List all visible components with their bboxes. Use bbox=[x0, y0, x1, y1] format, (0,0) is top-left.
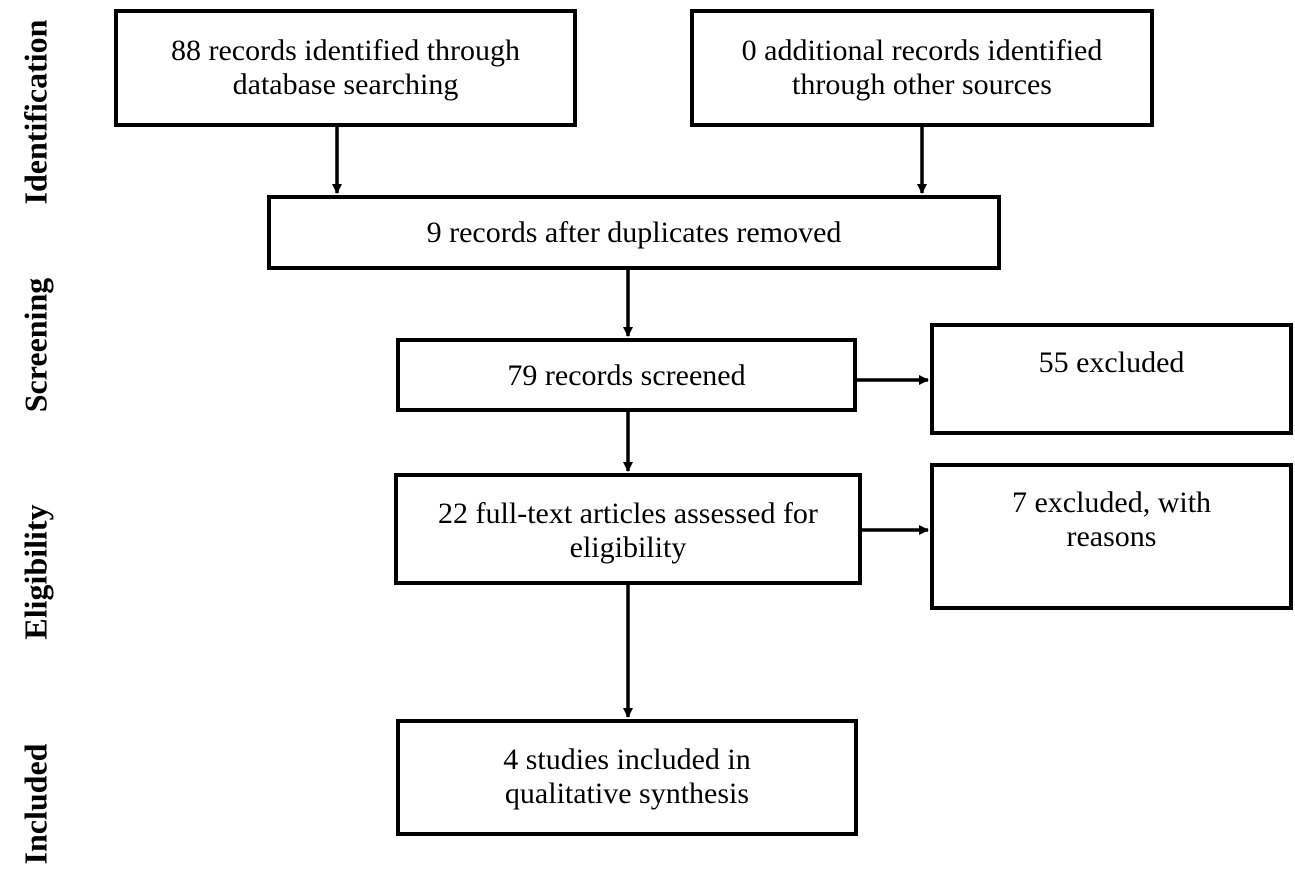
full-text-line1: 22 full-text articles assessed for bbox=[438, 497, 818, 530]
after-duplicates-label: 9 records after duplicates removed bbox=[426, 216, 842, 249]
full-text-box: 22 full-text articles assessed for eligi… bbox=[394, 473, 862, 585]
screened-label: 79 records screened bbox=[507, 359, 746, 392]
included-studies-line2: qualitative synthesis bbox=[504, 777, 750, 810]
excluded-screening-label: 55 excluded bbox=[1038, 346, 1185, 379]
database-records-line1: 88 records identified through bbox=[170, 34, 521, 67]
after-duplicates-box: 9 records after duplicates removed bbox=[267, 195, 1001, 270]
database-records-line2: database searching bbox=[232, 68, 459, 101]
database-records-box: 88 records identified through database s… bbox=[114, 9, 577, 127]
screened-box: 79 records screened bbox=[396, 338, 857, 412]
other-sources-line2: through other sources bbox=[792, 68, 1052, 101]
excluded-reasons-line2: reasons bbox=[1066, 520, 1157, 553]
excluded-screening-box: 55 excluded bbox=[930, 323, 1293, 435]
included-studies-box: 4 studies included in qualitative synthe… bbox=[396, 719, 858, 836]
included-studies-line1: 4 studies included in bbox=[503, 743, 751, 776]
other-sources-line1: 0 additional records identified bbox=[741, 34, 1103, 67]
excluded-reasons-box: 7 excluded, with reasons bbox=[930, 463, 1293, 610]
full-text-line2: eligibility bbox=[569, 531, 687, 564]
other-sources-box: 0 additional records identified through … bbox=[690, 9, 1154, 127]
excluded-reasons-line1: 7 excluded, with bbox=[1011, 486, 1212, 519]
